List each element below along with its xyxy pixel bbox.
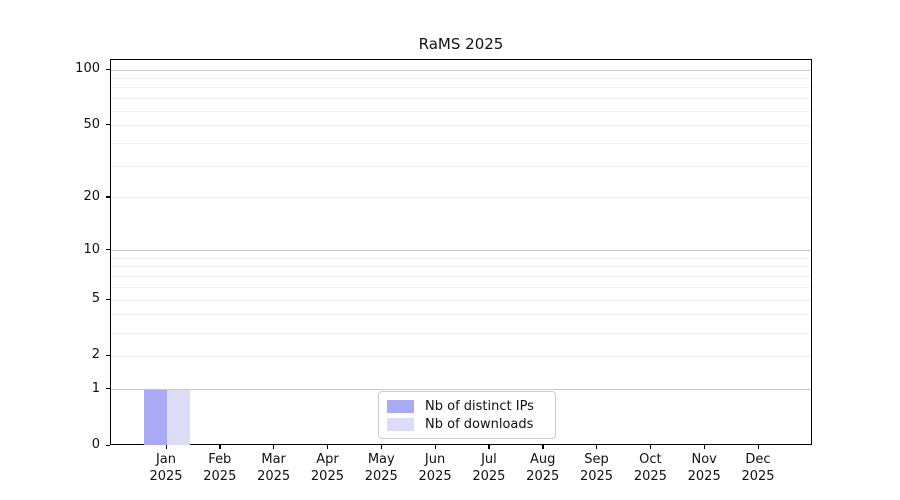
x-tick-mark — [757, 445, 759, 449]
gridline-minor — [111, 276, 811, 278]
x-tick-mark — [273, 445, 275, 449]
y-tick-mark — [105, 388, 110, 390]
gridline — [111, 197, 811, 199]
legend-item-distinct-ips: Nb of distinct IPs — [387, 397, 547, 415]
gridline-minor — [111, 266, 811, 268]
y-tick-mark — [105, 354, 110, 357]
gridline-minor — [111, 142, 811, 144]
bar-distinct-ips-jan — [144, 389, 167, 445]
chart-title: RaMS 2025 — [418, 35, 504, 53]
y-tick-mark — [105, 68, 110, 70]
y-tick-label: 50 — [83, 116, 100, 132]
x-tick-mark — [542, 445, 544, 449]
legend-swatch-distinct-ips — [387, 399, 414, 413]
y-tick-label: 2 — [91, 347, 100, 363]
gridline — [111, 125, 811, 127]
x-tick-label: Feb 2025 — [203, 452, 237, 484]
y-tick-label: 0 — [91, 437, 100, 452]
x-tick-label: Dec 2025 — [741, 452, 775, 484]
y-tick-mark — [105, 124, 110, 126]
gridline-major — [111, 389, 811, 391]
gridline — [111, 299, 811, 301]
y-tick-label: 10 — [83, 241, 100, 257]
x-tick-mark — [434, 445, 436, 449]
gridline-minor — [111, 332, 811, 334]
plot-area — [110, 59, 812, 445]
gridline-major — [111, 69, 811, 71]
y-tick-mark — [105, 444, 110, 446]
y-tick-label: 100 — [75, 61, 100, 76]
gridline-minor — [111, 257, 811, 259]
gridline-minor — [111, 110, 811, 112]
gridline-minor — [111, 165, 811, 167]
x-tick-mark — [380, 445, 383, 449]
gridline — [111, 355, 811, 357]
y-tick-label: 20 — [83, 188, 100, 204]
x-tick-mark — [165, 445, 167, 449]
x-tick-label: May 2025 — [364, 452, 398, 484]
gridline-minor — [111, 314, 811, 316]
y-tick-label: 1 — [91, 380, 100, 396]
x-tick-label: Sep 2025 — [579, 452, 614, 484]
legend-label-distinct-ips: Nb of distinct IPs — [425, 398, 534, 414]
gridline-minor — [111, 98, 811, 100]
y-tick-mark — [105, 196, 110, 198]
x-tick-mark — [488, 445, 490, 449]
x-tick-label: Oct 2025 — [633, 452, 667, 484]
x-tick-label: Nov 2025 — [687, 452, 721, 484]
x-tick-label: Jul 2025 — [472, 452, 506, 484]
legend: Nb of distinct IPs Nb of downloads — [378, 391, 556, 439]
x-tick-label: Jan 2025 — [149, 452, 183, 484]
y-tick-mark — [105, 298, 110, 300]
x-tick-label: Aug 2025 — [526, 452, 560, 484]
y-tick-mark — [105, 249, 110, 251]
x-tick-label: Apr 2025 — [310, 452, 344, 484]
gridline-major — [111, 250, 811, 252]
bar-downloads-jan — [167, 389, 190, 445]
x-tick-mark — [649, 445, 652, 449]
legend-label-downloads: Nb of downloads — [425, 416, 534, 432]
x-tick-mark — [703, 445, 705, 449]
x-tick-mark — [326, 445, 329, 449]
legend-item-downloads: Nb of downloads — [387, 415, 547, 433]
gridline-minor — [111, 77, 811, 79]
y-tick-label: 5 — [91, 291, 100, 307]
x-tick-label: Jun 2025 — [418, 452, 452, 484]
x-tick-mark — [596, 445, 598, 449]
legend-swatch-downloads — [387, 417, 414, 431]
gridline-minor — [111, 286, 811, 288]
gridline-minor — [111, 87, 811, 89]
x-tick-label: Mar 2025 — [257, 452, 291, 484]
x-tick-mark — [219, 445, 221, 449]
